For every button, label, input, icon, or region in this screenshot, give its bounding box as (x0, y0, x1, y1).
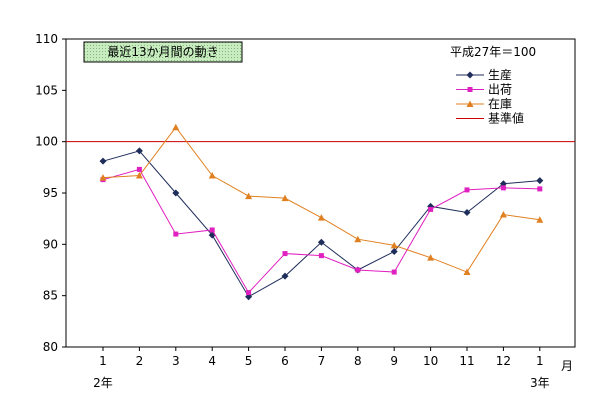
data-point (173, 231, 179, 237)
x-axis: 1 2 3 4 5 6 7 8 9 10 11 12 12年 3年月 (93, 347, 573, 390)
data-point (537, 186, 543, 192)
x-year-label: 2年 (93, 376, 113, 390)
y-tick-label: 80 (43, 340, 58, 354)
y-tick-label: 85 (43, 289, 58, 303)
data-point (427, 254, 435, 261)
data-point (317, 214, 325, 221)
legend-marker (466, 71, 474, 79)
y-tick-label: 110 (35, 32, 58, 46)
x-tick-label: 1 (99, 354, 107, 368)
data-point (99, 157, 107, 165)
y-tick-label: 95 (43, 186, 58, 200)
data-point (500, 185, 506, 191)
series-layer (99, 123, 544, 301)
y-axis: 80 85 90 95 100 105 110 (35, 32, 66, 354)
x-year-label: 3年 (530, 376, 550, 390)
data-point (499, 211, 507, 218)
x-tick-label: 2 (136, 354, 144, 368)
data-point (209, 227, 215, 233)
x-unit-label: 月 (561, 359, 573, 373)
x-tick-label: 7 (318, 354, 326, 368)
data-point (208, 172, 216, 179)
data-point (317, 238, 325, 246)
data-point (536, 177, 544, 185)
data-point (135, 172, 143, 179)
data-point (463, 268, 471, 276)
data-point (172, 189, 180, 197)
x-tick-label: 3 (172, 354, 180, 368)
data-point (135, 147, 143, 155)
legend-label: 生産 (488, 67, 512, 82)
data-point (246, 290, 252, 296)
data-point (428, 206, 434, 212)
x-tick-label: 9 (390, 354, 398, 368)
data-point (99, 174, 107, 181)
x-tick-label: 6 (281, 354, 289, 368)
chart-title-box: 最近13か月間の動き (83, 41, 243, 63)
x-tick-label: 1 (536, 354, 544, 368)
plot-area (65, 38, 576, 348)
legend-marker (466, 100, 474, 107)
data-point (391, 269, 397, 275)
data-point (282, 251, 288, 257)
data-point (354, 235, 362, 243)
y-tick-label: 100 (35, 135, 58, 149)
y-tick-label: 90 (43, 237, 58, 251)
legend-label: 基準値 (488, 111, 524, 126)
legend-marker (467, 87, 473, 92)
chart-title-background (83, 41, 243, 63)
x-tick-label: 11 (459, 354, 474, 368)
legend-label: 在庫 (488, 97, 512, 111)
data-point (464, 187, 470, 193)
data-point (390, 248, 398, 256)
data-point (318, 253, 324, 259)
x-tick-label: 4 (208, 354, 216, 368)
data-point (172, 123, 180, 131)
x-tick-label: 8 (354, 354, 362, 368)
data-point (245, 192, 253, 200)
data-point (463, 209, 471, 217)
data-point (136, 166, 142, 172)
data-point (536, 216, 544, 223)
y-tick-label: 105 (35, 83, 58, 97)
chart-title: 最近13か月間の動き (107, 45, 218, 59)
x-tick-label: 5 (245, 354, 253, 368)
x-tick-label: 12 (496, 354, 511, 368)
legend-label: 出荷 (488, 83, 512, 97)
data-point (281, 272, 289, 280)
x-tick-label: 10 (423, 354, 438, 368)
data-point (355, 267, 361, 273)
data-point (281, 194, 289, 202)
base-year-note: 平成27年＝100 (450, 45, 536, 59)
data-point (390, 241, 398, 249)
